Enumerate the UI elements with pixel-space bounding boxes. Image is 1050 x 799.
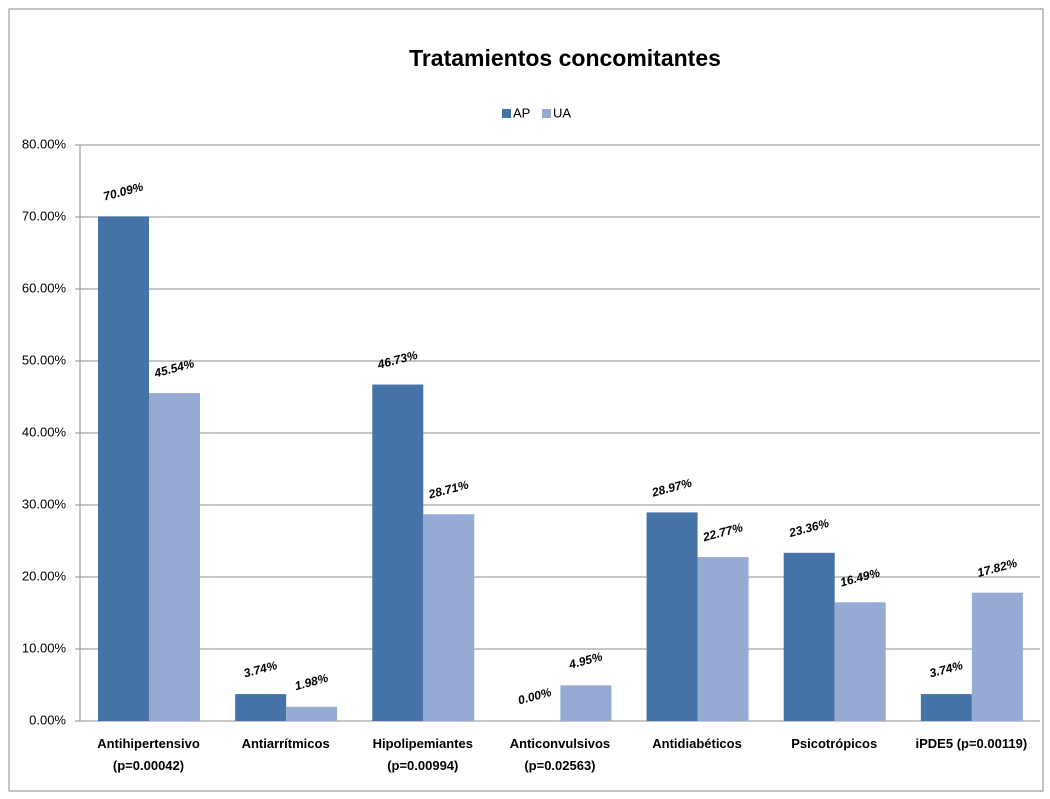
bar bbox=[149, 393, 200, 721]
data-label: 17.82% bbox=[976, 556, 1019, 580]
chart-frame bbox=[8, 8, 1044, 792]
y-tick-label: 20.00% bbox=[22, 568, 67, 583]
y-tick-label: 80.00% bbox=[22, 136, 67, 151]
y-tick-label: 0.00% bbox=[29, 712, 66, 727]
x-tick-label: iPDE5 (p=0.00119) bbox=[915, 736, 1028, 751]
data-label: 4.95% bbox=[567, 649, 605, 672]
x-tick-label: Antihipertensivo (p=0.00042) bbox=[97, 736, 200, 773]
data-label: 3.74% bbox=[928, 658, 965, 680]
legend-swatch bbox=[502, 109, 511, 118]
chart-title: Tratamientos concomitantes bbox=[409, 45, 721, 71]
data-label: 23.36% bbox=[787, 516, 831, 540]
y-tick-label: 30.00% bbox=[22, 496, 67, 511]
x-tick-label: Antidiabéticos bbox=[652, 736, 742, 751]
bar bbox=[235, 694, 287, 721]
x-tick-label: Antiarrítmicos bbox=[241, 736, 330, 751]
y-tick-label: 10.00% bbox=[22, 640, 67, 655]
data-label: 46.73% bbox=[375, 348, 419, 372]
bar bbox=[920, 694, 972, 721]
bar bbox=[697, 557, 749, 721]
data-label: 1.98% bbox=[293, 671, 330, 693]
x-tick-label: Anticonvulsivos (p=0.02563) bbox=[509, 736, 611, 773]
legend-label: UA bbox=[553, 105, 571, 120]
legend-label: AP bbox=[513, 105, 530, 120]
bar bbox=[98, 216, 149, 722]
bar bbox=[372, 384, 424, 721]
bar bbox=[783, 552, 835, 721]
bar bbox=[971, 592, 1023, 721]
data-label: 45.54% bbox=[152, 356, 196, 380]
y-tick-label: 40.00% bbox=[22, 424, 67, 439]
x-tick-label: Psicotrópicos bbox=[791, 736, 878, 751]
bar bbox=[286, 706, 338, 721]
bar bbox=[560, 685, 612, 721]
data-label: 3.74% bbox=[242, 658, 279, 680]
data-label: 0.00% bbox=[516, 685, 553, 707]
data-label: 16.49% bbox=[839, 565, 882, 589]
data-label: 28.71% bbox=[426, 477, 470, 501]
bar bbox=[423, 514, 475, 721]
data-label: 28.97% bbox=[649, 476, 693, 500]
bar bbox=[646, 512, 698, 721]
legend-swatch bbox=[542, 109, 551, 118]
data-label: 70.09% bbox=[102, 179, 145, 203]
data-label: 22.77% bbox=[700, 520, 744, 544]
y-tick-label: 60.00% bbox=[22, 280, 67, 295]
y-tick-label: 70.00% bbox=[22, 208, 67, 223]
x-tick-label: Hipolipemiantes (p=0.00994) bbox=[372, 736, 473, 773]
y-tick-label: 50.00% bbox=[22, 352, 67, 367]
bar bbox=[834, 602, 886, 721]
